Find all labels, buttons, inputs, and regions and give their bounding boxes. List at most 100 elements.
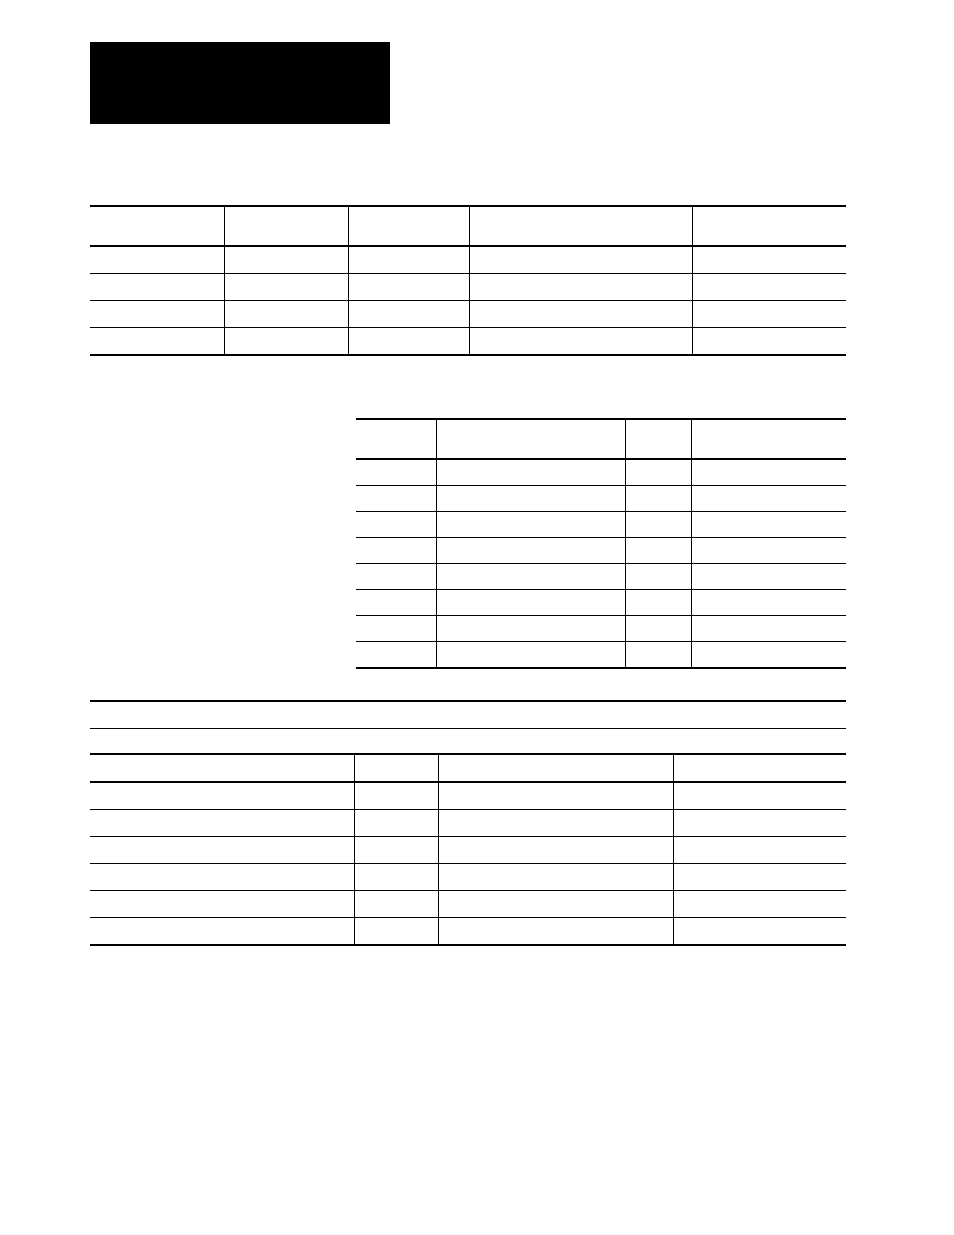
table-cell — [674, 782, 846, 810]
table-3-header-row — [90, 754, 846, 782]
table-3 — [90, 700, 846, 946]
table-cell — [469, 246, 692, 274]
table-cell — [356, 512, 437, 538]
table-row — [90, 837, 846, 864]
table-cell — [691, 564, 846, 590]
table-cell — [437, 486, 626, 512]
table-cell — [90, 918, 355, 946]
table-cell — [674, 837, 846, 864]
table-1-header-cell — [349, 206, 470, 246]
table-cell — [625, 486, 691, 512]
table-cell — [224, 301, 349, 328]
table-2-header-row — [356, 419, 846, 459]
table-row — [356, 459, 846, 486]
table-cell — [224, 274, 349, 301]
table-cell — [356, 590, 437, 616]
table-cell — [355, 837, 439, 864]
table-1 — [90, 205, 846, 356]
table-cell — [90, 328, 224, 356]
table-cell — [349, 246, 470, 274]
table-cell — [469, 328, 692, 356]
table-cell — [349, 274, 470, 301]
table-cell — [691, 486, 846, 512]
table-cell — [437, 616, 626, 642]
table-cell — [691, 512, 846, 538]
table-row — [90, 301, 846, 328]
table-cell — [355, 782, 439, 810]
table-cell — [356, 538, 437, 564]
table-2-header-cell — [437, 419, 626, 459]
table-cell — [625, 512, 691, 538]
table-cell — [355, 810, 439, 837]
table-row — [90, 864, 846, 891]
table-1-header-cell — [224, 206, 349, 246]
table-cell — [437, 538, 626, 564]
table-cell — [356, 459, 437, 486]
table-cell — [90, 274, 224, 301]
table-cell — [90, 810, 355, 837]
table-cell — [355, 918, 439, 946]
table-1-header-cell — [469, 206, 692, 246]
page — [0, 0, 954, 1235]
table-3-header-cell — [90, 754, 355, 782]
table-cell — [691, 642, 846, 669]
table-cell — [90, 837, 355, 864]
table-cell — [437, 512, 626, 538]
table-3-title-cell — [90, 701, 846, 729]
table-cell — [438, 864, 674, 891]
table-cell — [674, 810, 846, 837]
table-cell — [691, 538, 846, 564]
table-cell — [692, 246, 846, 274]
table-3-header-cell — [438, 754, 674, 782]
table-row — [356, 564, 846, 590]
table-2-header-cell — [691, 419, 846, 459]
table-row — [90, 328, 846, 356]
table-cell — [674, 891, 846, 918]
table-1-header-cell — [692, 206, 846, 246]
table-row — [356, 538, 846, 564]
table-cell — [691, 459, 846, 486]
table-cell — [625, 590, 691, 616]
table-cell — [437, 642, 626, 669]
table-cell — [438, 782, 674, 810]
table-cell — [90, 891, 355, 918]
table-cell — [469, 301, 692, 328]
table-row — [356, 486, 846, 512]
table-2 — [356, 418, 846, 669]
table-1-header-cell — [90, 206, 224, 246]
table-3-title-row — [90, 729, 846, 755]
table-cell — [437, 564, 626, 590]
table-row — [356, 512, 846, 538]
table-cell — [90, 246, 224, 274]
table-cell — [355, 864, 439, 891]
table-cell — [438, 891, 674, 918]
table-cell — [437, 590, 626, 616]
table-row — [356, 590, 846, 616]
table-cell — [691, 616, 846, 642]
table-2-header-cell — [625, 419, 691, 459]
table-cell — [438, 918, 674, 946]
table-cell — [438, 837, 674, 864]
table-row — [90, 891, 846, 918]
table-row — [356, 616, 846, 642]
table-cell — [437, 459, 626, 486]
table-cell — [625, 538, 691, 564]
table-cell — [90, 864, 355, 891]
table-row — [90, 274, 846, 301]
table-cell — [356, 642, 437, 669]
table-cell — [692, 328, 846, 356]
table-cell — [625, 564, 691, 590]
table-cell — [438, 810, 674, 837]
table-cell — [349, 328, 470, 356]
table-cell — [356, 564, 437, 590]
table-cell — [349, 301, 470, 328]
table-cell — [90, 301, 224, 328]
table-3-header-cell — [355, 754, 439, 782]
table-cell — [356, 486, 437, 512]
table-3-title-row — [90, 701, 846, 729]
table-cell — [356, 616, 437, 642]
table-cell — [90, 782, 355, 810]
table-cell — [691, 590, 846, 616]
table-cell — [224, 246, 349, 274]
table-row — [90, 918, 846, 946]
